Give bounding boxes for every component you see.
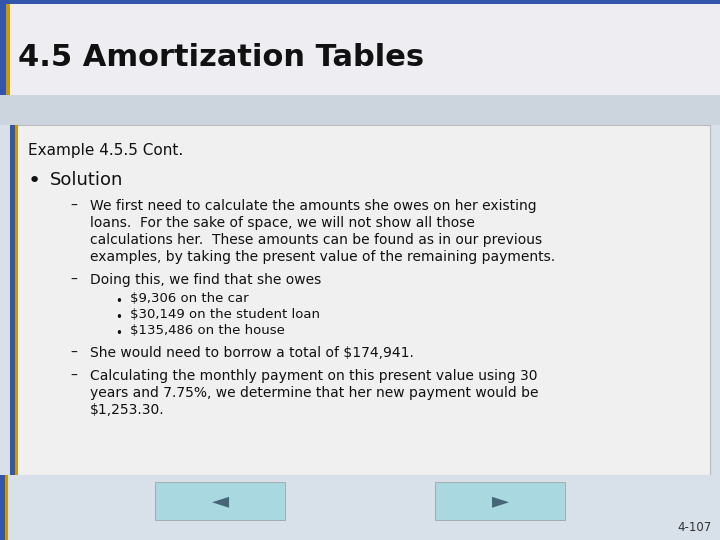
Text: •: •	[115, 311, 122, 324]
Bar	[0, 4, 6, 95]
Bar	[155, 482, 285, 520]
Bar	[0, 475, 5, 540]
Bar	[6, 4, 10, 95]
Text: Example 4.5.5 Cont.: Example 4.5.5 Cont.	[28, 143, 184, 158]
Text: –: –	[70, 346, 77, 360]
Text: •: •	[115, 327, 122, 340]
Text: •: •	[28, 171, 41, 191]
Text: We first need to calculate the amounts she owes on her existing: We first need to calculate the amounts s…	[90, 199, 536, 213]
Bar	[10, 125, 710, 475]
Text: calculations her.  These amounts can be found as in our previous: calculations her. These amounts can be f…	[90, 233, 542, 247]
Bar	[10, 125, 15, 475]
Text: 4-107: 4-107	[678, 521, 712, 534]
Text: $135,486 on the house: $135,486 on the house	[130, 324, 285, 337]
Text: 4.5 Amortization Tables: 4.5 Amortization Tables	[18, 44, 424, 72]
Bar	[15, 125, 18, 475]
Text: Calculating the monthly payment on this present value using 30: Calculating the monthly payment on this …	[90, 369, 538, 383]
Bar	[0, 0, 720, 4]
Bar	[0, 475, 720, 540]
Text: $1,253.30.: $1,253.30.	[90, 403, 165, 417]
Text: She would need to borrow a total of $174,941.: She would need to borrow a total of $174…	[90, 346, 414, 360]
Text: examples, by taking the present value of the remaining payments.: examples, by taking the present value of…	[90, 250, 555, 264]
Text: Solution: Solution	[50, 171, 123, 189]
Text: –: –	[70, 199, 77, 213]
Text: $30,149 on the student loan: $30,149 on the student loan	[130, 308, 320, 321]
Bar	[0, 95, 720, 125]
Bar	[0, 0, 720, 95]
Text: loans.  For the sake of space, we will not show all those: loans. For the sake of space, we will no…	[90, 216, 475, 230]
Bar	[5, 475, 8, 540]
Text: ◄: ◄	[212, 491, 228, 511]
Text: years and 7.75%, we determine that her new payment would be: years and 7.75%, we determine that her n…	[90, 386, 539, 400]
Text: –: –	[70, 273, 77, 287]
Text: •: •	[115, 295, 122, 308]
Bar	[435, 482, 565, 520]
Text: $9,306 on the car: $9,306 on the car	[130, 292, 248, 305]
Text: –: –	[70, 369, 77, 383]
Text: ►: ►	[492, 491, 508, 511]
Text: Doing this, we find that she owes: Doing this, we find that she owes	[90, 273, 321, 287]
